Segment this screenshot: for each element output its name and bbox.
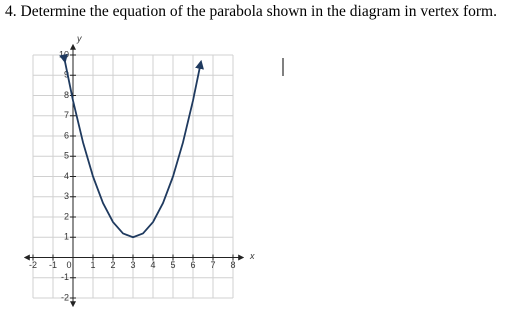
- x-axis-label: x: [249, 251, 255, 261]
- x-tick-label: 4: [150, 260, 155, 270]
- y-tick-label: 3: [64, 191, 69, 201]
- y-axis-label: y: [76, 33, 82, 43]
- y-tick-label: 8: [64, 90, 69, 100]
- x-tick-label: 1: [90, 260, 95, 270]
- y-tick-label: 2: [64, 211, 69, 221]
- plot: [59, 53, 204, 239]
- y-tick-label: -1: [61, 272, 69, 282]
- y-tick-label: 9: [64, 70, 69, 80]
- y-tick-label: 7: [64, 110, 69, 120]
- x-tick-label: 3: [130, 260, 135, 270]
- parabola: [59, 53, 204, 239]
- y-tick-label: 6: [64, 130, 69, 140]
- axes: x y -2 -1 0 1 2 3 4 5 6 7 8 -2 -1 1 2 3 4 5 6 7 8 9 10: [23, 33, 255, 308]
- x-tick-label: 2: [110, 260, 115, 270]
- x-tick-label: 8: [230, 260, 235, 270]
- question-text: 4. Determine the equation of the parabol…: [5, 3, 497, 20]
- y-tick-label: -2: [61, 292, 69, 302]
- y-tick-label: 10: [59, 49, 69, 59]
- x-tick-label: 5: [170, 260, 175, 270]
- y-tick-label: 1: [64, 232, 69, 242]
- x-tick-label: 0: [66, 260, 71, 270]
- x-tick-label: -2: [29, 260, 37, 270]
- x-tick-label: 6: [190, 260, 195, 270]
- y-tick-label: 4: [64, 171, 69, 181]
- x-tick-label: 7: [210, 260, 215, 270]
- x-tick-label: -1: [49, 260, 57, 270]
- y-tick-label: 5: [64, 151, 69, 161]
